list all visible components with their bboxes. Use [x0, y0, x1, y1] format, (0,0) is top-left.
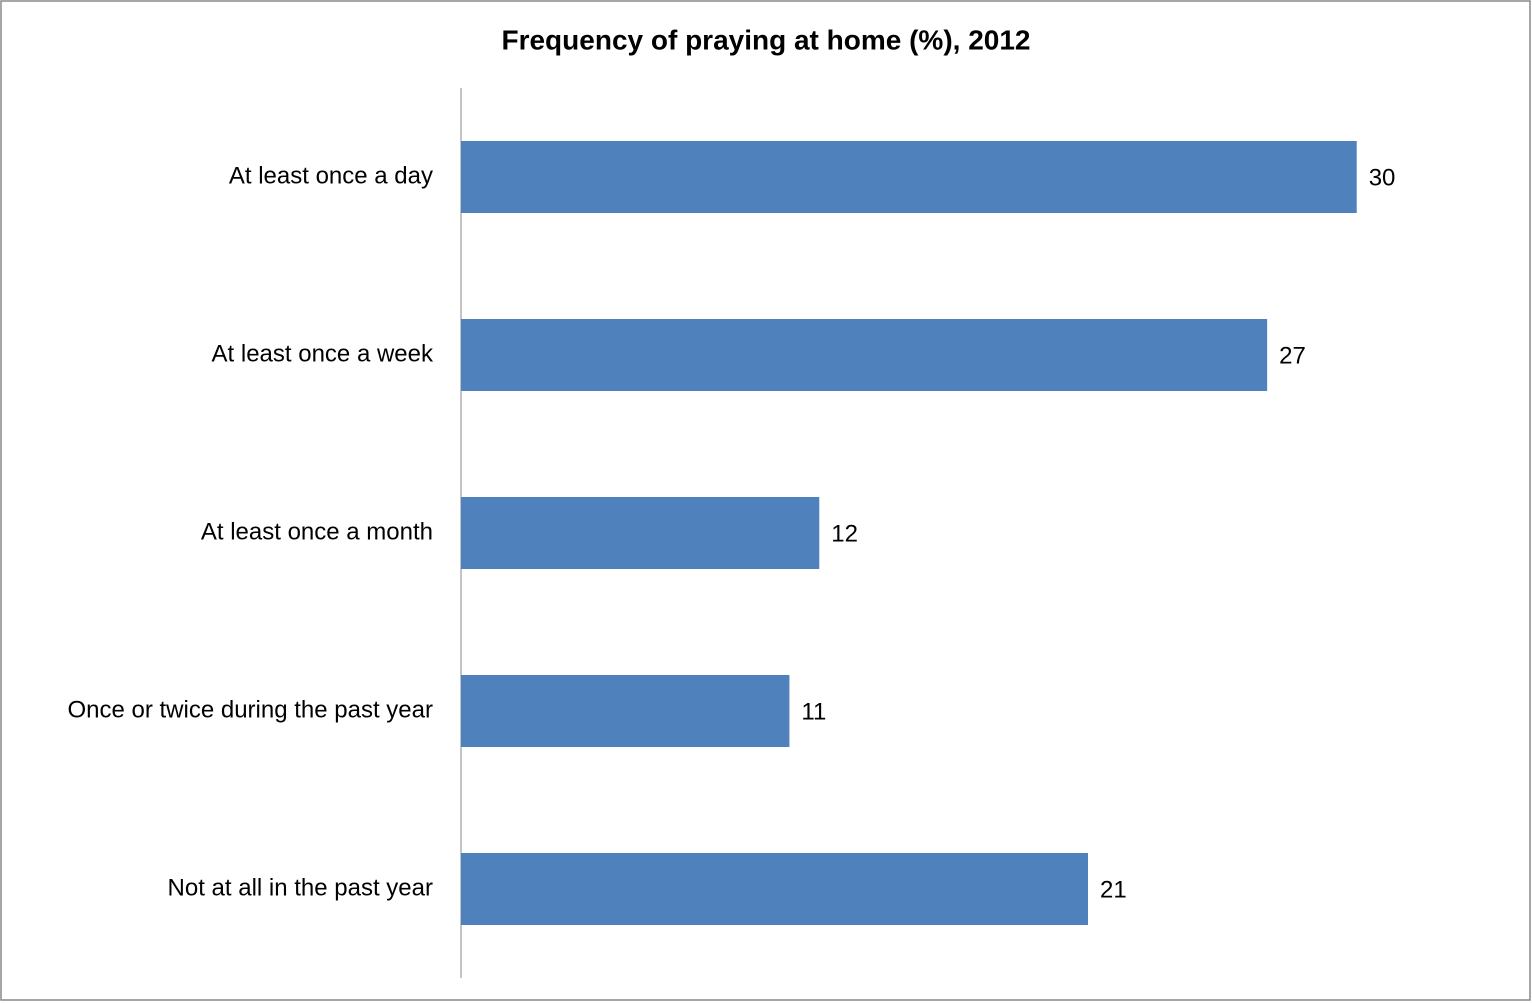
bar — [461, 141, 1357, 213]
category-label: Not at all in the past year — [168, 874, 433, 901]
category-label: At least once a day — [229, 162, 433, 189]
value-label: 21 — [1100, 876, 1127, 903]
category-label: At least once a month — [201, 518, 433, 545]
bar — [461, 497, 820, 569]
value-label: 27 — [1279, 342, 1306, 369]
category-label: Once or twice during the past year — [67, 696, 433, 723]
chart-title: Frequency of praying at home (%), 2012 — [501, 24, 1030, 55]
bar — [461, 675, 790, 747]
value-label: 11 — [801, 698, 826, 725]
bar — [461, 319, 1268, 391]
value-label: 12 — [831, 520, 858, 547]
bar — [461, 853, 1088, 925]
value-label: 30 — [1369, 164, 1396, 191]
category-label: At least once a week — [212, 340, 434, 367]
